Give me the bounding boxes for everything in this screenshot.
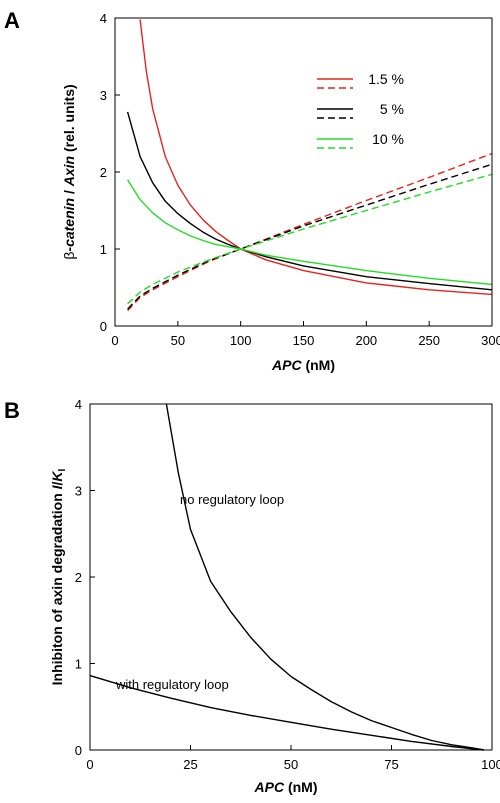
panel-a-y-axis-title: β-catenin / Axin (rel. units) <box>61 84 77 259</box>
legend-label: 1.5 % <box>368 71 404 87</box>
panel-b-label: B <box>4 398 20 423</box>
panel-a-label: A <box>4 8 20 33</box>
panel-a-y-tick-label: 0 <box>100 319 107 334</box>
panel-a: A 0 50 100 150 200 250 300 0 1 2 3 4 1.5 % 5 % 10 % A… <box>4 8 500 373</box>
annotation-with-regulatory-loop: with regulatory loop <box>115 677 229 692</box>
panel-b-ticks: 0 25 50 75 100 0 1 2 3 4 <box>75 397 500 772</box>
panel-a-x-tick-label: 300 <box>481 333 500 348</box>
panel-b: B 0 25 50 75 100 0 1 2 3 4 no regulatory loop wit… <box>4 397 500 795</box>
legend-label: 10 % <box>372 131 404 147</box>
panel-a-x-tick-label: 100 <box>230 333 252 348</box>
panel-a-x-tick-label: 150 <box>293 333 315 348</box>
panel-a-series-5-line <box>127 173 493 305</box>
panel-b-y-tick-label: 0 <box>75 743 82 758</box>
panel-a-x-axis-title: APC (nM) <box>271 357 335 373</box>
panel-b-y-tick-label: 1 <box>75 657 82 672</box>
panel-a-y-tick-label: 3 <box>100 88 107 103</box>
panel-a-series-3-line <box>127 163 493 310</box>
panel-b-y-tick-label: 4 <box>75 397 82 412</box>
panel-a-legend: 1.5 % 5 % 10 % <box>317 71 404 149</box>
panel-a-y-tick-label: 2 <box>100 165 107 180</box>
panel-a-series-0-line <box>139 19 493 296</box>
panel-a-ticks: 0 50 100 150 200 250 300 0 1 2 3 4 <box>100 11 500 348</box>
panel-b-series-0-line <box>165 403 485 751</box>
panel-b-y-axis-title: Inhibiton of axin degradation I/KI <box>49 468 68 685</box>
panel-b-y-tick-label: 3 <box>75 484 82 499</box>
panel-b-x-tick-label: 25 <box>183 757 197 772</box>
panel-b-series-group <box>89 403 485 751</box>
panel-a-series-group <box>126 19 493 312</box>
panel-b-y-tick-label: 2 <box>75 570 82 585</box>
panel-a-series-2-line <box>126 111 493 291</box>
panel-a-y-tick-label: 1 <box>100 242 107 257</box>
panel-a-x-tick-label: 0 <box>111 333 118 348</box>
panel-b-series-1-line <box>89 674 485 751</box>
panel-b-plot-frame <box>89 403 493 751</box>
panel-a-series-4-line <box>127 179 493 286</box>
annotation-no-regulatory-loop: no regulatory loop <box>180 492 284 507</box>
panel-b-x-tick-label: 75 <box>384 757 398 772</box>
panel-a-x-tick-label: 50 <box>171 333 185 348</box>
panel-b-x-tick-label: 0 <box>86 757 93 772</box>
panel-a-x-tick-label: 250 <box>418 333 440 348</box>
panel-b-x-tick-label: 50 <box>284 757 298 772</box>
panel-a-y-tick-label: 4 <box>100 11 107 26</box>
panel-b-x-tick-label: 100 <box>481 757 500 772</box>
legend-label: 5 % <box>380 101 404 117</box>
panel-b-x-axis-title: APC (nM) <box>254 779 318 795</box>
panel-a-x-tick-label: 200 <box>355 333 377 348</box>
